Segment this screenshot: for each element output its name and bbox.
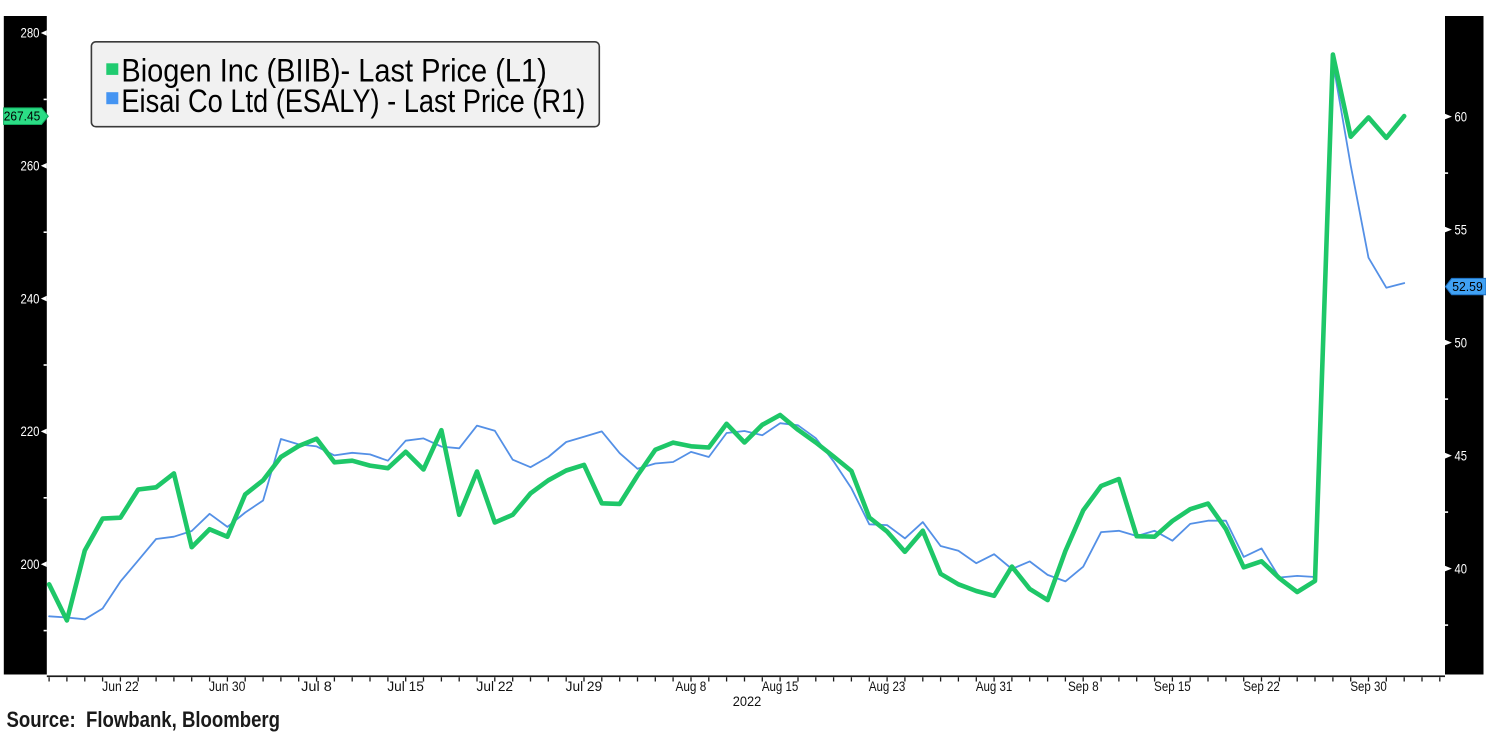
svg-text:55: 55 [1455, 222, 1468, 237]
svg-text:200: 200 [21, 557, 40, 572]
svg-text:Source: Flowbank, Bloomberg: Source: Flowbank, Bloomberg [7, 707, 281, 732]
svg-text:Aug 15: Aug 15 [762, 679, 799, 694]
svg-text:Eisai Co Ltd (ESALY) - Last Pr: Eisai Co Ltd (ESALY) - Last Price (R1) [121, 83, 585, 119]
svg-text:Aug 8: Aug 8 [676, 679, 707, 694]
svg-text:Sep 30: Sep 30 [1350, 679, 1387, 694]
svg-text:Sep 15: Sep 15 [1154, 679, 1191, 694]
svg-text:50: 50 [1455, 335, 1468, 350]
svg-text:Aug 31: Aug 31 [976, 679, 1013, 694]
svg-text:45: 45 [1455, 448, 1468, 463]
svg-text:220: 220 [21, 424, 40, 439]
svg-text:Biogen Inc (BIIB)- Last Price: Biogen Inc (BIIB)- Last Price (L1) [121, 53, 546, 89]
svg-text:Jun 30: Jun 30 [209, 679, 246, 694]
svg-text:Jul 15: Jul 15 [387, 679, 424, 694]
svg-text:240: 240 [21, 291, 40, 306]
svg-text:60: 60 [1455, 109, 1468, 124]
svg-text:Jun 22: Jun 22 [102, 679, 139, 694]
svg-text:40: 40 [1455, 561, 1468, 576]
svg-text:Jul 8: Jul 8 [301, 679, 332, 694]
svg-text:267.45: 267.45 [4, 109, 41, 124]
svg-text:Jul 29: Jul 29 [566, 679, 603, 694]
svg-text:280: 280 [21, 26, 40, 41]
svg-text:Jul 22: Jul 22 [477, 679, 514, 694]
svg-text:260: 260 [21, 159, 40, 174]
svg-text:52.59: 52.59 [1452, 279, 1483, 294]
svg-text:Sep 22: Sep 22 [1243, 679, 1280, 694]
svg-text:Aug 23: Aug 23 [869, 679, 906, 694]
svg-text:Sep 8: Sep 8 [1068, 679, 1099, 694]
svg-text:2022: 2022 [733, 694, 762, 709]
